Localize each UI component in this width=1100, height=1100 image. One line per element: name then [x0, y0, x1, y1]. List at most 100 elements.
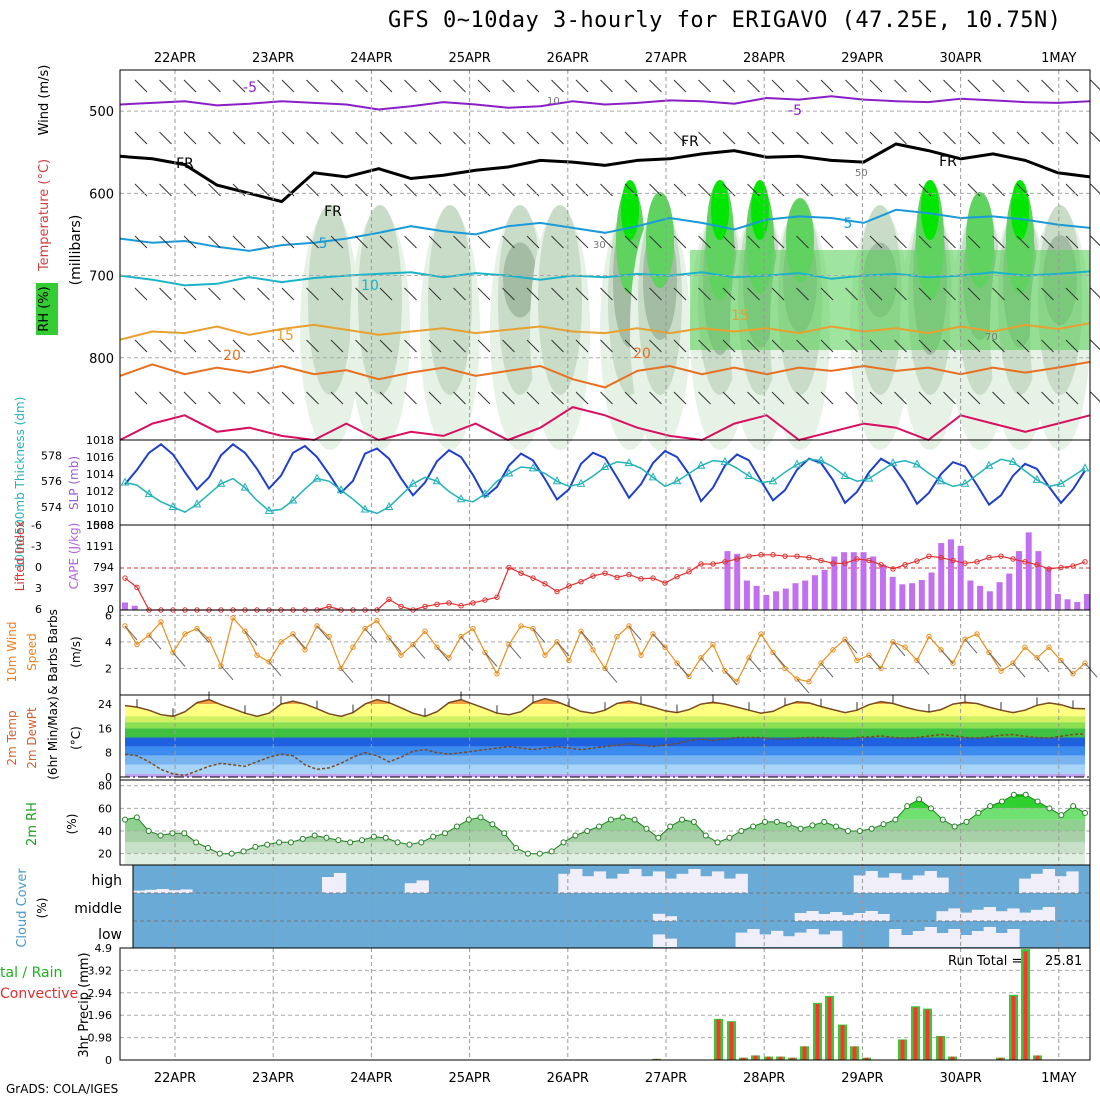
wind-barb — [183, 183, 197, 197]
wind-barb-10m — [340, 668, 354, 683]
rh-point — [335, 837, 342, 844]
wind-speed-point — [482, 649, 488, 656]
precip-tick-label: 0.98 — [88, 1032, 113, 1045]
rh-point — [1082, 809, 1088, 816]
wind-barb — [183, 79, 197, 93]
wind-barb — [502, 131, 515, 145]
wind-barb — [575, 79, 589, 93]
wind-barb — [673, 235, 687, 249]
wind-barb — [600, 391, 613, 405]
wind-speed-point — [914, 657, 920, 664]
wind-barb — [845, 235, 858, 249]
rh-legend-label: RH (%) — [37, 286, 52, 331]
li-point — [422, 603, 428, 610]
cape-bar — [122, 602, 128, 610]
wind-barb-10m — [1084, 662, 1098, 678]
wind-barb — [1090, 79, 1100, 91]
cape-tick-label: 1588 — [86, 519, 114, 532]
wind-axis-label-1: 10m Wind — [5, 622, 19, 683]
rh-shade-bright — [621, 180, 639, 240]
cloud-cell — [605, 878, 618, 893]
li-point — [602, 570, 608, 576]
li-point — [506, 564, 512, 571]
wind-barb-10m — [988, 652, 1002, 667]
cape-bar — [802, 580, 809, 610]
precip-conv-bar — [766, 1056, 771, 1060]
wind-barb — [159, 391, 172, 405]
wind-barb — [673, 391, 687, 405]
wind-barb-10m — [532, 628, 546, 643]
wind-barb — [771, 287, 785, 301]
wind-barb — [747, 287, 760, 301]
wind-speed-point — [614, 633, 620, 640]
wind-barb — [477, 287, 491, 301]
cape-bar — [899, 584, 906, 610]
wind-barb — [208, 131, 221, 145]
rh-point — [643, 825, 650, 832]
rh-point — [1058, 812, 1065, 819]
temp-axis-label-4: (°C) — [69, 726, 83, 750]
thickness-point — [552, 476, 562, 485]
li-tick-label: -6 — [31, 519, 42, 532]
cape-bar — [918, 580, 925, 610]
li-point — [134, 584, 140, 591]
wind-barb — [526, 79, 540, 93]
li-point — [818, 557, 824, 564]
wind-barb — [918, 339, 932, 353]
wind-barb — [575, 235, 589, 249]
wind-barb-10m — [196, 628, 210, 643]
wind-barb-10m — [172, 652, 186, 667]
rh-point — [430, 833, 437, 840]
rh-axis-label: 2m RH — [25, 802, 40, 846]
cape-bar — [967, 580, 974, 610]
rh-point — [797, 825, 804, 832]
precip-conv-bar — [913, 1007, 918, 1060]
cloud-cell — [676, 873, 689, 893]
wind-barb-10m — [604, 668, 618, 683]
wind-barb — [894, 79, 907, 93]
wind-barb — [918, 235, 932, 249]
wind-barb — [722, 235, 736, 249]
precip-conv-bar — [827, 997, 832, 1060]
thickness-point — [1056, 478, 1066, 487]
wind-barb — [918, 287, 932, 301]
wind-barb-10m — [412, 644, 426, 659]
precip-conv-bar — [753, 1055, 758, 1060]
wind-barb — [722, 183, 736, 197]
rh-point — [536, 850, 543, 857]
rh-point — [1046, 805, 1053, 812]
li-point — [902, 561, 908, 568]
cloud-level-label: low — [98, 927, 122, 943]
wind-barb — [453, 235, 466, 249]
thickness-point — [840, 471, 850, 480]
rh-point — [489, 821, 496, 828]
wind-barb — [1065, 339, 1079, 353]
wind-barb — [453, 183, 466, 197]
pressure-tick-label: 600 — [89, 187, 114, 202]
rh-point — [785, 821, 792, 828]
wind-barb — [722, 391, 736, 405]
slp-series — [124, 443, 1086, 507]
wind-barb — [698, 183, 711, 197]
wind-speed-point — [410, 641, 416, 648]
wind-barb — [257, 391, 270, 405]
wind-barb — [1041, 131, 1054, 145]
thickness-point — [192, 499, 202, 508]
wind-barb — [355, 131, 368, 145]
wind-barb — [967, 131, 981, 145]
thickness-point — [432, 476, 442, 485]
wind-barb — [1090, 235, 1100, 247]
precip-conv-bar — [925, 1009, 930, 1060]
wind-speed-point — [902, 644, 908, 650]
precip-tick-label: 0 — [105, 1054, 112, 1067]
rh-point — [347, 839, 354, 846]
wind-speed-point — [986, 649, 992, 656]
wind-barb — [257, 235, 270, 249]
rh-shade-mid — [538, 205, 582, 395]
cloud-cell — [1054, 876, 1067, 893]
wind-barb — [673, 287, 687, 301]
isotherm-line — [119, 95, 1091, 111]
wind-barb — [526, 339, 540, 353]
cloud-cell — [830, 912, 843, 921]
isotherm-line — [119, 360, 1091, 389]
